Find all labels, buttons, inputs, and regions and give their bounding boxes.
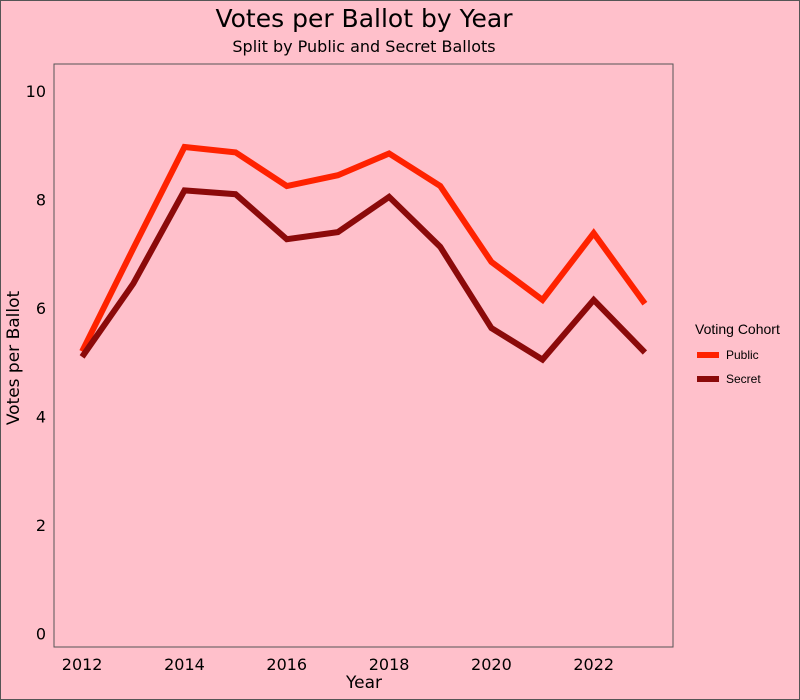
x-axis: 2012 2014 2016 2018 2020 2022 — [62, 655, 614, 674]
y-tick-label: 6 — [36, 299, 46, 318]
y-axis: 0 2 4 6 8 10 — [26, 82, 46, 643]
x-tick-label: 2020 — [471, 655, 512, 674]
legend-item-public: Public — [697, 348, 759, 362]
series-lines — [79, 143, 648, 364]
legend-label: Public — [726, 348, 759, 362]
y-axis-title: Votes per Ballot — [4, 291, 24, 426]
y-tick-label: 10 — [26, 82, 46, 101]
legend-item-secret: Secret — [697, 372, 761, 386]
y-tick-label: 0 — [36, 624, 46, 643]
x-tick-label: 2018 — [369, 655, 410, 674]
x-tick-label: 2012 — [62, 655, 103, 674]
x-axis-title: Year — [345, 673, 382, 693]
legend-title: Voting Cohort — [695, 321, 780, 337]
y-tick-label: 2 — [36, 516, 46, 535]
x-tick-label: 2016 — [266, 655, 307, 674]
series-line-secret — [79, 187, 648, 364]
legend: Voting Cohort Public Secret — [695, 321, 780, 386]
x-tick-label: 2022 — [573, 655, 614, 674]
chart-title: Votes per Ballot by Year — [215, 4, 513, 33]
y-tick-label: 8 — [36, 191, 46, 210]
x-tick-label: 2014 — [164, 655, 205, 674]
series-line-public — [79, 143, 648, 353]
plot-area — [53, 63, 674, 648]
y-tick-label: 4 — [36, 408, 46, 427]
legend-label: Secret — [726, 372, 761, 386]
chart-subtitle: Split by Public and Secret Ballots — [232, 37, 495, 56]
